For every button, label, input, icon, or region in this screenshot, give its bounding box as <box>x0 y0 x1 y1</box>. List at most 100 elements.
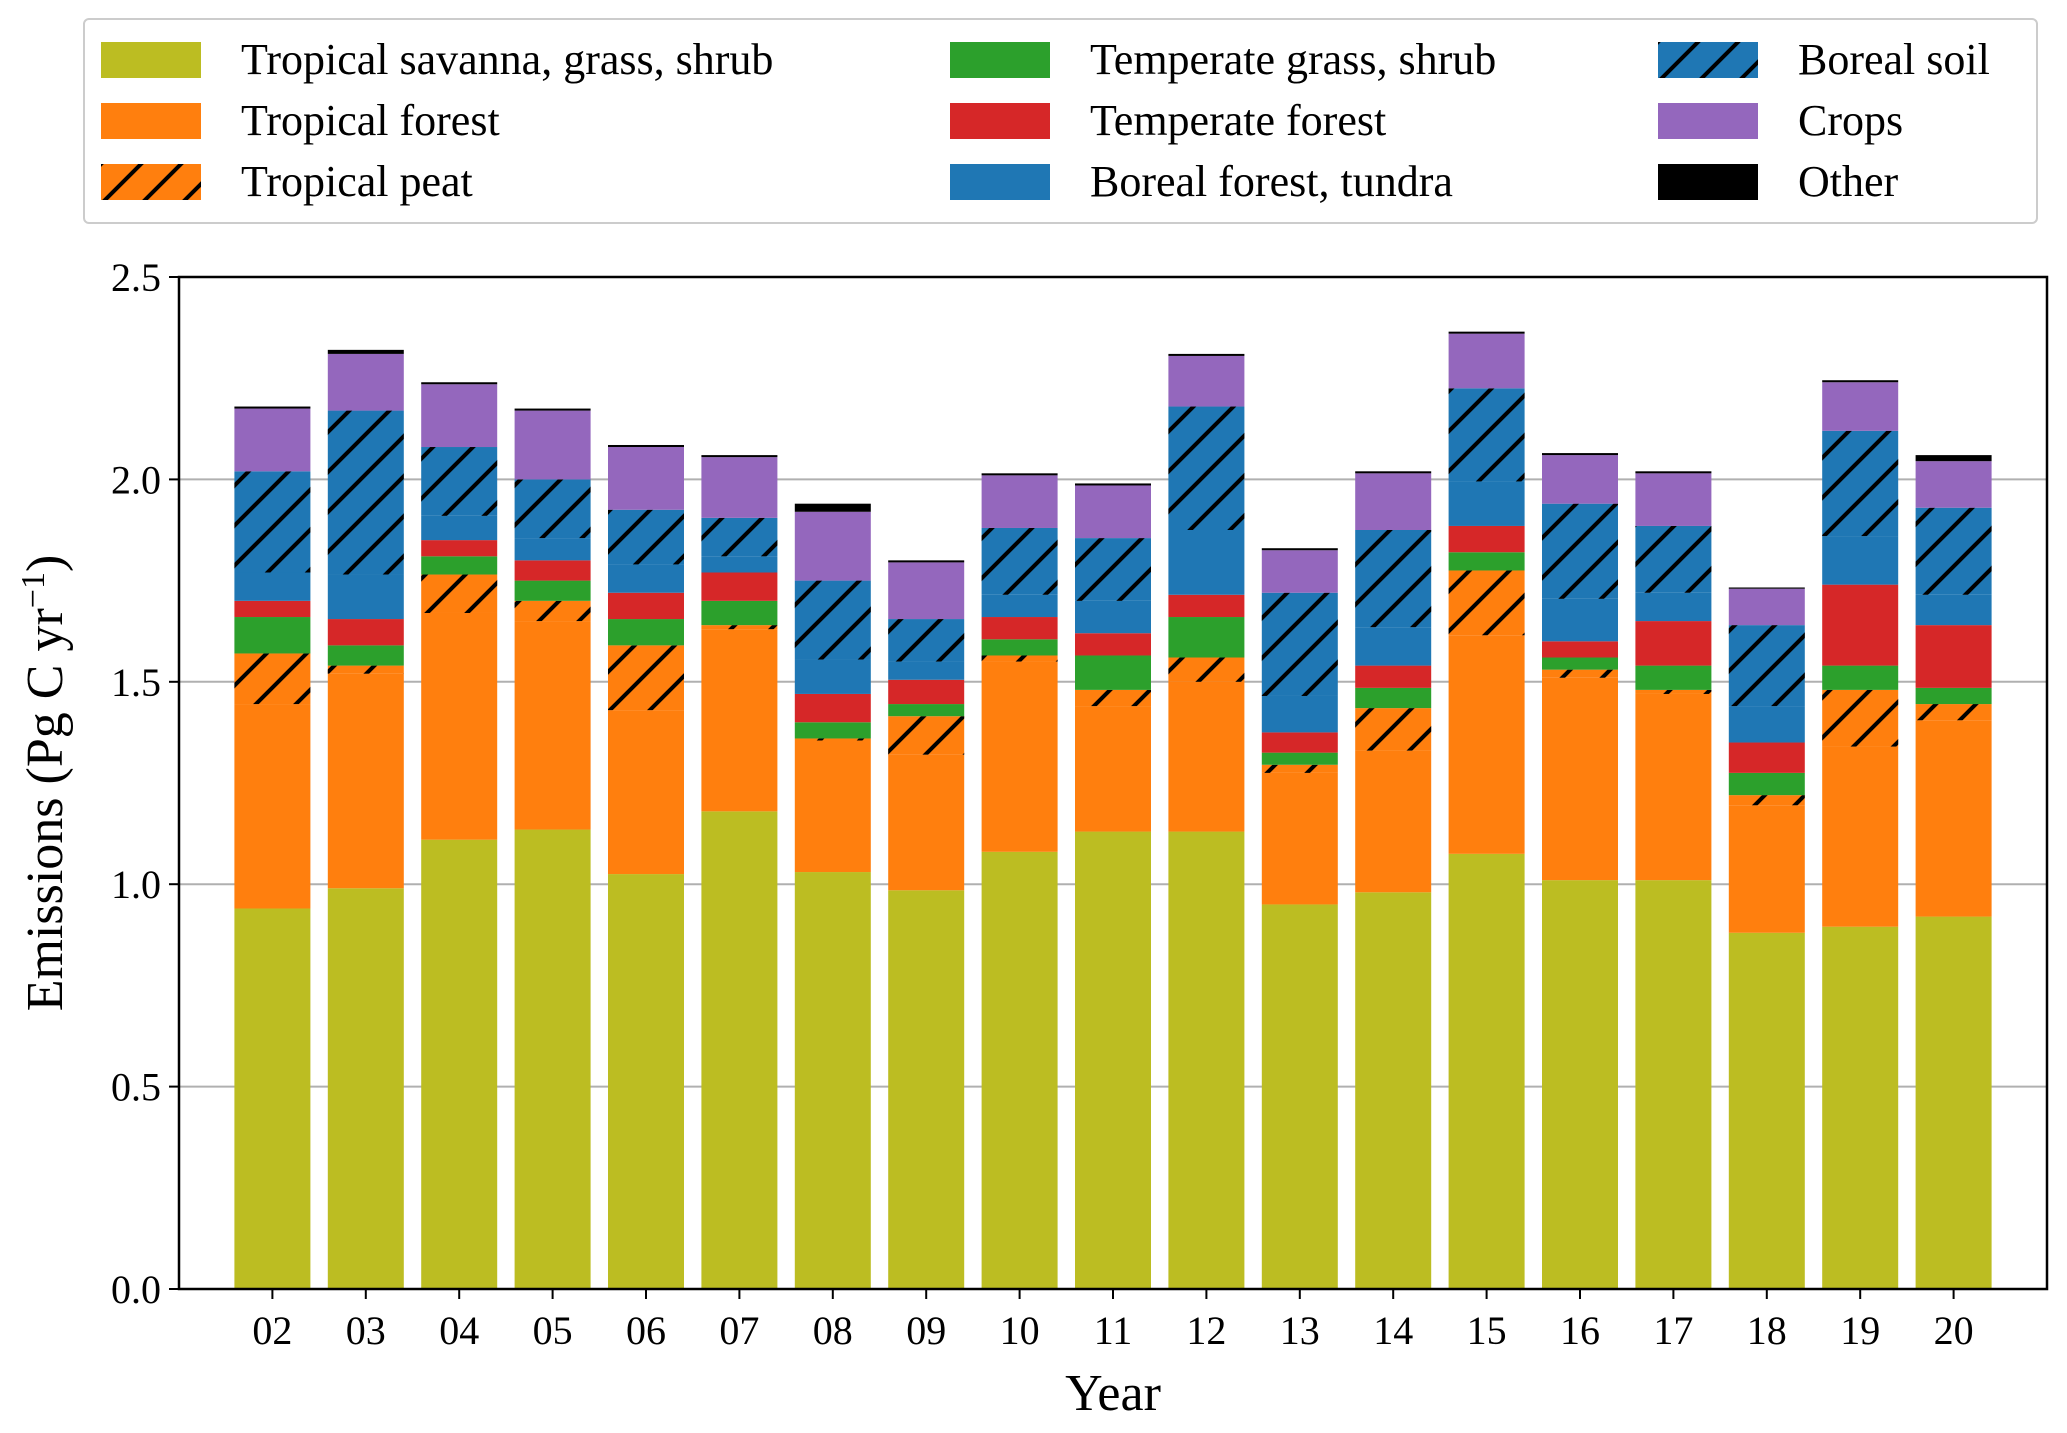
bar-segment <box>1915 687 1992 705</box>
bar-segment <box>327 888 404 1289</box>
bar-segment <box>1635 592 1712 622</box>
bar-segment <box>1355 471 1432 474</box>
bar-segment <box>701 572 778 601</box>
x-tick-label: 15 <box>1467 1308 1507 1353</box>
bar-segment <box>1542 455 1618 504</box>
bar-segment <box>327 574 404 620</box>
bar-segment-hatch <box>234 653 311 705</box>
bar-segment <box>1261 550 1338 593</box>
bar-segment-hatch <box>327 665 404 674</box>
y-tick-label: 2.0 <box>111 457 161 502</box>
bar-segment <box>794 872 871 1289</box>
bar-segment <box>1448 853 1525 1289</box>
bar-segment <box>234 600 311 618</box>
x-tick-label: 06 <box>626 1308 666 1353</box>
legend-item: Crops <box>1658 95 1903 146</box>
bar-segment <box>1635 473 1712 526</box>
bar-segment <box>794 722 871 739</box>
bar-segment <box>1635 621 1712 666</box>
bar-segment <box>1261 752 1338 765</box>
legend-swatch <box>1658 102 1758 139</box>
bar-segment <box>421 556 498 575</box>
x-tick-label: 05 <box>533 1308 573 1353</box>
y-tick-label: 0.0 <box>111 1267 161 1312</box>
bar-segment <box>1822 926 1899 1289</box>
y-tick-label: 1.0 <box>111 862 161 907</box>
bar-segment <box>1355 687 1432 709</box>
bars <box>234 331 1992 1289</box>
bar-segment-hatch <box>1448 570 1525 636</box>
bar-segment <box>1635 665 1712 690</box>
bar-segment-hatch <box>1261 764 1338 773</box>
bar-segment <box>1542 453 1618 456</box>
bar-segment <box>1261 904 1338 1289</box>
bar-segment <box>327 353 404 411</box>
bar-segment <box>794 659 871 694</box>
bar-segment <box>1355 627 1432 666</box>
bar-segment-hatch <box>701 517 778 557</box>
bar-segment-hatch <box>1822 430 1899 537</box>
bar-segment <box>1075 600 1151 634</box>
legend-label: Temperate forest <box>1090 96 1387 145</box>
bar-segment <box>608 447 684 510</box>
legend-item: Other <box>1658 156 1898 207</box>
bar-segment-hatch <box>888 716 965 755</box>
bar-segment <box>1075 633 1151 656</box>
legend-label: Boreal soil <box>1798 35 1990 84</box>
bar-segment <box>1542 598 1618 642</box>
bar-segment-hatch <box>981 527 1058 595</box>
legend-item: Boreal forest, tundra <box>950 156 1453 207</box>
bar-segment-hatch <box>1635 525 1712 593</box>
bar-segment <box>1728 772 1805 796</box>
bar-segment <box>327 349 404 354</box>
bar-segment <box>1168 530 1245 595</box>
x-tick-label: 02 <box>252 1308 292 1353</box>
bar-segment <box>1915 455 1992 462</box>
y-axis-label: Emissions (Pg C yr−1) <box>15 555 75 1012</box>
bar-segment <box>1448 552 1525 571</box>
bar-segment <box>1448 525 1525 553</box>
bar-segment <box>1168 831 1245 1289</box>
bar-segment-hatch <box>327 410 404 575</box>
bar-segment-hatch <box>608 509 684 565</box>
x-tick-label: 17 <box>1653 1308 1693 1353</box>
bar-segment <box>1915 625 1992 688</box>
bar-segment <box>514 829 591 1289</box>
bar-segment <box>1728 706 1805 743</box>
bar-segment-hatch <box>794 738 871 741</box>
x-tick-label: 16 <box>1560 1308 1600 1353</box>
legend-item: Temperate grass, shrub <box>950 34 1496 85</box>
bar-segment <box>608 619 684 646</box>
bar-segment <box>1822 536 1899 585</box>
x-tick-label: 08 <box>813 1308 853 1353</box>
legend-label: Other <box>1798 157 1899 206</box>
legend-swatch <box>950 163 1050 200</box>
bar-segment <box>421 515 498 541</box>
bar-segment <box>514 560 591 581</box>
bar-segment <box>701 457 778 518</box>
bar-segment <box>1448 331 1525 334</box>
bar-segment <box>1728 932 1805 1289</box>
bar-segment <box>1728 587 1805 589</box>
y-tick-label: 1.5 <box>111 660 161 705</box>
bar-segment <box>888 560 965 563</box>
bar-segment <box>981 475 1058 528</box>
x-tick-label: 20 <box>1934 1308 1974 1353</box>
bar-segment <box>421 382 498 385</box>
bar-segment-hatch <box>1728 795 1805 806</box>
plot-frame <box>177 275 2049 1291</box>
x-tick-label: 13 <box>1280 1308 1320 1353</box>
bar-segment-hatch <box>1915 704 1992 721</box>
bar-segment-hatch <box>888 619 965 662</box>
bar-segment <box>514 538 591 561</box>
bar-segment <box>1728 742 1805 773</box>
bar-segment <box>888 704 965 717</box>
legend-swatch <box>950 41 1050 78</box>
bar-segment <box>981 617 1058 640</box>
bar-segment <box>1168 681 1245 832</box>
bar-segment-hatch <box>514 600 591 622</box>
bar-segment <box>981 851 1058 1289</box>
legend-label: Crops <box>1798 96 1904 145</box>
bar-segment <box>327 673 404 889</box>
bar-segment <box>1915 594 1992 626</box>
